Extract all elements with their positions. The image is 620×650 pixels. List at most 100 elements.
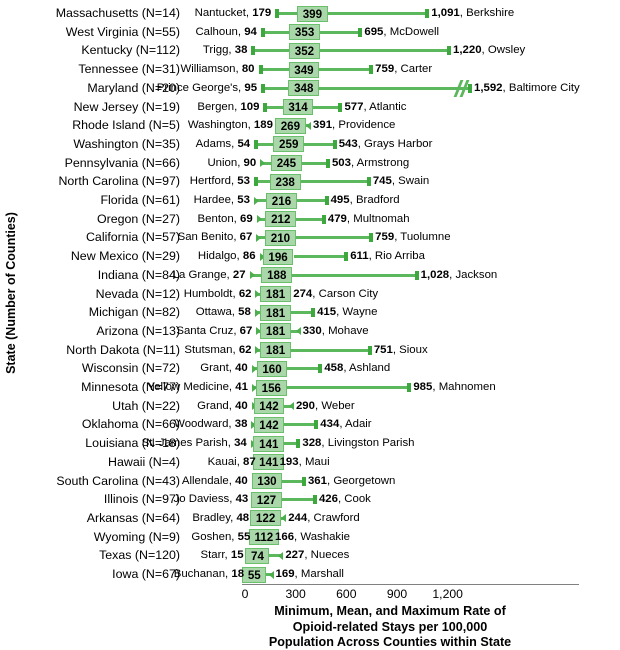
mean-value-box: 142 [253,398,285,415]
min-to-mean-line [275,12,297,15]
state-label: Oregon (N=27) [97,211,180,226]
min-value: 34 [234,437,247,450]
max-value: 745 [372,175,392,188]
max-marker [358,27,363,37]
mean-to-max-line [320,30,363,34]
mean-value-box: 130 [251,473,283,489]
mean-value-box: 245 [270,155,302,172]
state-range-row: Massachusetts (N=14) 399 Nantucket, 179 1,0… [22,4,620,23]
min-marker [275,9,280,18]
min-to-mean-line [253,199,267,202]
max-county-name: , Jackson [449,268,498,281]
max-value: 1,028 [420,268,450,281]
min-marker [255,346,261,355]
max-value: 751 [373,343,393,356]
min-marker [250,439,256,448]
max-county-label: 751, Sioux [374,341,428,360]
min-value: 55 [237,530,251,543]
max-marker [367,345,372,355]
max-county-label: 166, Washakie [275,528,350,547]
mean-to-max-line [292,273,419,277]
min-marker [260,27,265,37]
max-value: 434 [320,418,340,431]
min-to-mean-line [260,161,271,165]
state-range-row: Louisiana (N=18) 141 St. James Parish, 34 3… [22,434,620,453]
max-value: 330 [302,324,322,337]
state-label: South Carolina (N=43) [56,473,180,488]
x-axis-title-line-2: Opioid-related Stays per 100,000 [292,619,488,634]
state-label: Arizona (N=13) [96,323,180,338]
state-label: Wisconsin (N=72) [81,361,180,376]
min-value: 179 [252,7,272,19]
min-marker [256,215,262,224]
min-county-name: Adams, [195,137,238,150]
min-marker [249,271,255,280]
min-marker [261,83,266,93]
max-value: 695 [364,25,384,38]
state-label: Illinois (N=97) [103,492,180,507]
state-label: North Dakota (N=11) [66,342,180,357]
max-county-label: 1,028, Jackson [421,266,498,285]
max-county-label: 328, Livingston Parish [302,434,414,453]
min-value: 40 [235,474,248,487]
max-value: 274 [293,287,313,300]
min-to-mean-line [260,30,290,34]
min-county-name: Union, [207,156,244,169]
min-to-mean-line [261,86,289,90]
max-marker [325,158,330,168]
min-county-name: St. James Parish, [141,437,235,450]
x-tick-label: 300 [285,587,306,601]
mean-to-max-line [319,49,452,53]
max-marker [278,551,284,560]
max-marker [344,252,349,262]
x-tick-label: 900 [386,587,408,601]
max-marker [332,139,337,149]
max-value: 290 [295,399,315,412]
state-range-row: Maryland (N=20) 348 Prince George's, 95 1,5… [22,79,620,98]
max-value: 503 [331,156,351,169]
max-county-label: 426, Cook [319,490,371,509]
min-marker [260,159,266,168]
min-value: 62 [238,343,252,356]
mean-to-max-line [313,105,343,109]
max-county-label: 745, Swain [373,172,429,191]
min-value: 62 [238,287,252,300]
max-county-name: , Mahnomen [432,381,496,393]
mean-value-box: 353 [289,24,320,41]
mean-to-max-line [282,479,306,483]
max-value: 985 [413,381,433,393]
min-to-mean-line [251,49,290,53]
min-to-mean-line [254,142,274,146]
min-county-name: Santa Cruz, [176,324,240,337]
state-range-row: Arizona (N=13) 181 Santa Cruz, 67 330, Moha… [22,322,620,341]
min-county-name: Jo Daviess, [173,493,236,506]
max-value: 577 [344,100,364,113]
min-county-name: Starr, [200,549,231,562]
min-county-name: Grant, [200,362,236,375]
max-value: 479 [327,212,347,225]
min-value: 54 [237,137,251,150]
min-county-label: Benton, 69 [198,210,253,229]
max-county-name: , Baltimore City [502,81,580,94]
min-value: 15 [230,549,244,562]
max-county-label: 415, Wayne [317,303,377,322]
max-marker [369,65,374,75]
min-county-name: Calhoun, [195,25,245,38]
max-county-name: , Washakie [294,530,350,543]
max-marker [321,214,326,224]
state-range-row: Illinois (N=97) 127 Jo Daviess, 43 426, Coo… [22,490,620,509]
min-value: 86 [242,250,256,263]
max-county-label: 244, Crawford [288,509,360,528]
max-value: 611 [350,250,369,263]
max-marker [366,177,371,187]
max-value: 193 [279,455,299,468]
state-range-row: Rhode Island (N=5) 269 Washington, 189 391,… [22,116,620,135]
state-range-row: New Jersey (N=19) 314 Bergen, 109 577, Atla… [22,98,620,117]
state-range-row: Wisconsin (N=72) 160 Grant, 40 458, Ashland [22,359,620,378]
plot-area: Massachusetts (N=14) 399 Nantucket, 179 1,0… [22,0,620,585]
state-label: North Carolina (N=97) [58,174,180,189]
min-value: 40 [235,399,248,412]
min-marker [254,308,260,317]
min-county-name: Grand, [197,399,236,412]
min-value: 38 [234,418,248,431]
